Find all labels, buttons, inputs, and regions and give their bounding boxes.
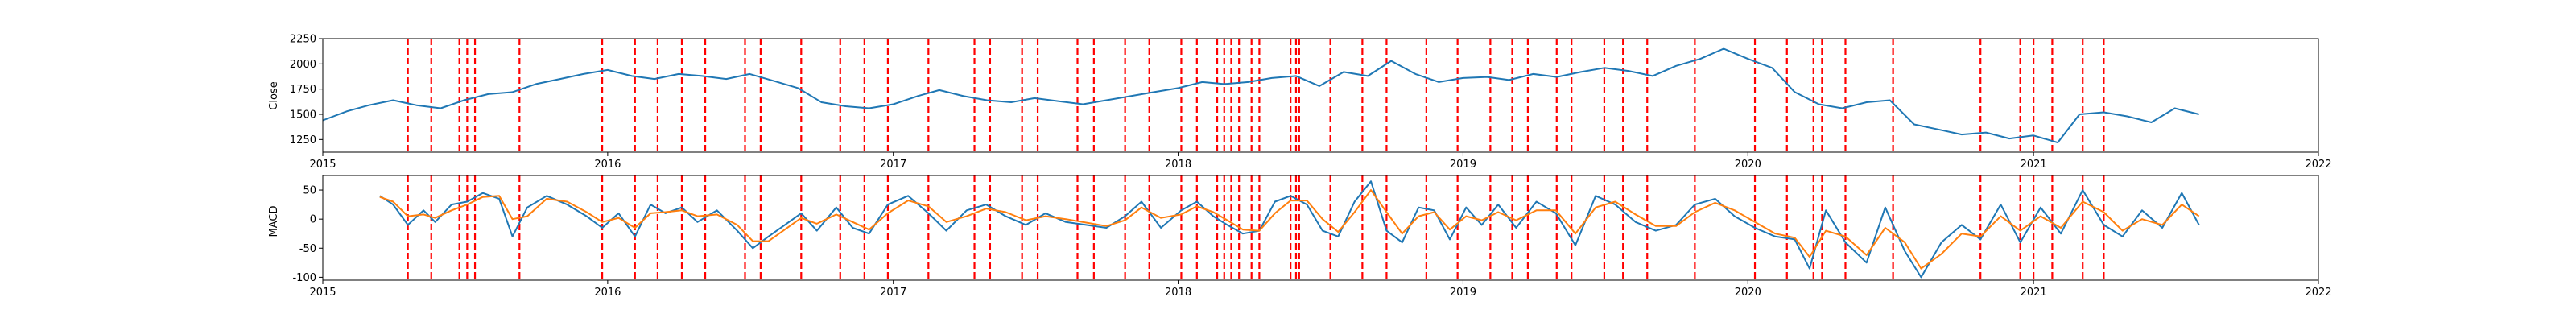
macd-x-tick-label-3: 2018 [1165, 287, 1191, 299]
macd-x-tick-label-0: 2015 [309, 287, 336, 299]
macd-y-tick-label-1: -50 [299, 243, 316, 255]
close-y-tick-label-1: 1500 [290, 109, 316, 122]
close-axis-label: Close [268, 81, 280, 109]
close-series [322, 47, 2199, 144]
macd-plot-frame [322, 175, 2319, 281]
close-y-tick-label-4: 2250 [290, 34, 316, 46]
macd-y-ticks: -100 -50 0 50 [292, 185, 323, 284]
macd-axis-label: MACD [268, 206, 280, 237]
close-y-tick-label-2: 1750 [290, 84, 316, 96]
close-y-ticks: 1250 1500 1750 2000 2250 [290, 34, 323, 147]
close-x-tick-label-7: 2022 [2305, 159, 2331, 171]
close-series-line-0 [322, 47, 2199, 144]
macd-x-tick-label-7: 2022 [2305, 287, 2331, 299]
close-y-tick-label-0: 1250 [290, 134, 316, 147]
macd-series-line-1 [379, 189, 2200, 270]
close-plot-frame [322, 38, 2319, 153]
macd-x-ticks: 2015 2016 2017 2018 2019 2020 2021 2022 [309, 280, 2332, 299]
close-x-tick-label-4: 2019 [1450, 159, 1476, 171]
macd-x-tick-label-5: 2020 [1735, 287, 1761, 299]
macd-x-tick-label-2: 2017 [880, 287, 906, 299]
close-x-ticks: 2015 2016 2017 2018 2019 2020 2021 2022 [309, 152, 2332, 171]
macd-y-tick-label-0: -100 [292, 272, 316, 284]
macd-series [379, 180, 2200, 279]
macd-x-tick-label-6: 2021 [2021, 287, 2047, 299]
close-x-tick-label-0: 2015 [309, 159, 336, 171]
macd-panel: MACD -100 -50 0 50 2015 2016 2017 2018 2019 2020… [268, 175, 2332, 299]
close-x-tick-label-5: 2020 [1735, 159, 1761, 171]
macd-x-tick-label-4: 2019 [1450, 287, 1476, 299]
close-x-tick-label-1: 2016 [594, 159, 621, 171]
close-x-tick-label-6: 2021 [2021, 159, 2047, 171]
close-x-tick-label-2: 2017 [880, 159, 906, 171]
macd-x-tick-label-1: 2016 [594, 287, 621, 299]
macd-y-tick-label-2: 0 [310, 214, 316, 226]
close-y-tick-label-3: 2000 [290, 59, 316, 71]
macd-y-tick-label-3: 50 [303, 185, 316, 197]
close-x-tick-label-3: 2018 [1165, 159, 1191, 171]
